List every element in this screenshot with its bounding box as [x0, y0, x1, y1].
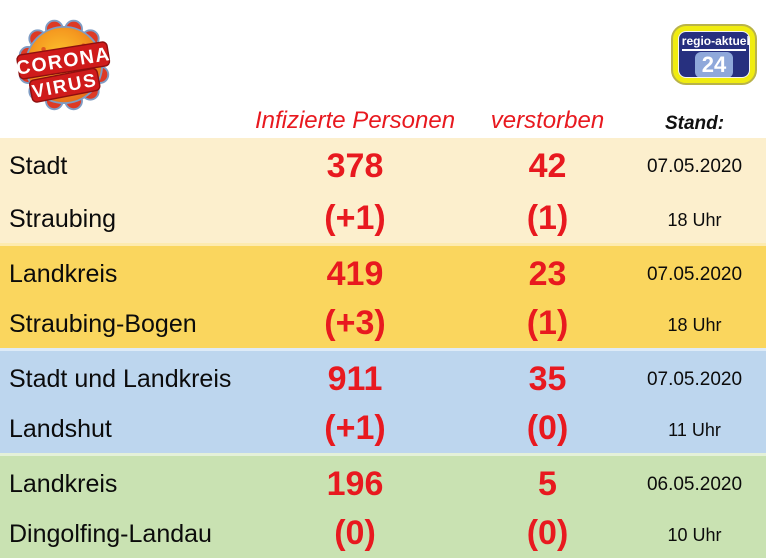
deceased-cell: 42 (1)	[460, 138, 635, 243]
stand-time: 10 Uhr	[667, 525, 722, 545]
region-name-cell: Stadt und Landkreis Landshut	[0, 351, 250, 453]
region-line1: Stadt	[9, 152, 68, 180]
stand-cell: 07.05.2020 18 Uhr	[635, 246, 766, 348]
infected-delta: (+1)	[324, 409, 386, 447]
region-line1: Landkreis	[9, 470, 118, 498]
deceased-column-header: verstorben	[490, 107, 605, 134]
deceased-count: 23	[528, 255, 567, 293]
deceased-count: 35	[528, 360, 567, 398]
deceased-delta: (1)	[526, 199, 569, 237]
table-row-stadt-straubing: Stadt Straubing 378 (+1) 42 (1) 07.05.20…	[0, 138, 766, 243]
stand-column-header: Stand:	[664, 113, 725, 134]
deceased-count: 5	[538, 465, 557, 503]
region-line2: Dingolfing-Landau	[9, 520, 212, 548]
infected-count: 911	[327, 360, 383, 398]
infected-column-header: Infizierte Personen	[254, 107, 456, 134]
infected-delta: (+1)	[324, 199, 386, 237]
infected-count: 419	[326, 255, 384, 293]
infected-count: 378	[326, 147, 384, 185]
regio-aktuell-24-logo: regio-aktuell 24	[671, 24, 757, 85]
header-area: CORONA VIRUS regio-aktuell 24 Infizierte…	[0, 0, 766, 138]
infected-cell: 378 (+1)	[250, 138, 460, 243]
stand-time: 18 Uhr	[667, 210, 722, 230]
stand-cell: 07.05.2020 11 Uhr	[635, 351, 766, 453]
region-line1: Stadt und Landkreis	[9, 365, 232, 393]
infected-count: 196	[326, 465, 384, 503]
stand-cell: 07.05.2020 18 Uhr	[635, 138, 766, 243]
table-row-dingolfing-landau: Landkreis Dingolfing-Landau 196 (0) 5 (0…	[0, 453, 766, 558]
table-row-landshut: Stadt und Landkreis Landshut 911 (+1) 35…	[0, 348, 766, 453]
stand-date: 07.05.2020	[646, 156, 743, 177]
infected-cell: 419 (+3)	[250, 246, 460, 348]
deceased-cell: 5 (0)	[460, 456, 635, 558]
regio-logo-inner-panel: regio-aktuell 24	[678, 31, 750, 78]
stand-date: 06.05.2020	[646, 474, 743, 495]
deceased-cell: 35 (0)	[460, 351, 635, 453]
regio-logo-name: regio-aktuell	[681, 32, 749, 51]
infected-delta: (+3)	[324, 304, 386, 342]
infected-delta: (0)	[334, 514, 376, 552]
region-line1: Landkreis	[9, 260, 118, 288]
region-name-cell: Landkreis Straubing-Bogen	[0, 246, 250, 348]
deceased-delta: (0)	[526, 409, 569, 447]
region-line2: Straubing-Bogen	[9, 310, 197, 338]
table-row-landkreis-straubing-bogen: Landkreis Straubing-Bogen 419 (+3) 23 (1…	[0, 243, 766, 348]
deceased-count: 42	[528, 147, 567, 185]
region-line2: Landshut	[9, 415, 112, 443]
deceased-delta: (1)	[526, 304, 569, 342]
region-name-cell: Landkreis Dingolfing-Landau	[0, 456, 250, 558]
region-name-cell: Stadt Straubing	[0, 138, 250, 243]
regio-logo-number-badge: 24	[694, 52, 734, 77]
stand-time: 18 Uhr	[667, 315, 722, 335]
deceased-cell: 23 (1)	[460, 246, 635, 348]
region-line2: Straubing	[9, 205, 117, 233]
deceased-delta: (0)	[526, 514, 569, 552]
stand-date: 07.05.2020	[646, 369, 743, 390]
stand-date: 07.05.2020	[646, 264, 743, 285]
stand-time: 11 Uhr	[668, 420, 721, 440]
column-header-row: Infizierte Personen verstorben Stand:	[0, 92, 766, 138]
stats-table: Stadt Straubing 378 (+1) 42 (1) 07.05.20…	[0, 138, 766, 558]
stand-cell: 06.05.2020 10 Uhr	[635, 456, 766, 558]
infected-cell: 196 (0)	[250, 456, 460, 558]
corona-virus-logo: CORONA VIRUS	[15, 19, 112, 111]
infected-cell: 911 (+1)	[250, 351, 460, 453]
